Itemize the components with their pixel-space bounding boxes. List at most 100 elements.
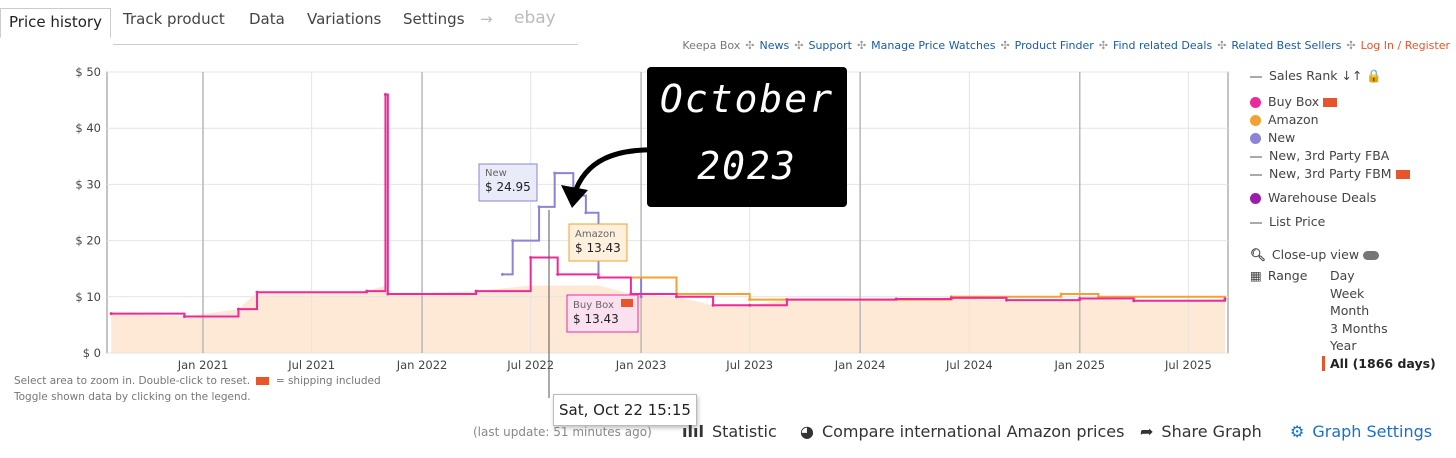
data-point (949, 296, 953, 300)
zoom-hint: Select area to zoom in. Double-click to … (14, 375, 381, 387)
x-tick-label: Jul 2021 (287, 358, 335, 372)
data-point (639, 295, 643, 299)
x-tick-label: Jan 2021 (177, 358, 229, 372)
annotation-buy-box-label: Buy Box (573, 300, 614, 311)
range-3-months[interactable]: 3 Months (1330, 321, 1388, 336)
separator-icon: ✣ (1000, 39, 1010, 52)
x-tick-label: Jul 2023 (725, 358, 773, 372)
shipping-hint-text: = shipping included (275, 375, 381, 387)
annotation-new: New $ 24.95 (478, 163, 538, 202)
data-point (529, 255, 533, 259)
keepa-box-link[interactable]: Keepa Box (682, 39, 741, 52)
data-point (474, 289, 478, 293)
data-point (596, 276, 600, 280)
tab-settings[interactable]: Settings (403, 10, 465, 28)
legend-list-price[interactable]: List Price (1250, 214, 1325, 229)
legend-new[interactable]: New (1250, 130, 1295, 145)
tab-ebay[interactable]: ebay (514, 8, 556, 28)
shipping-truck-icon (1323, 98, 1338, 107)
x-tick-label: Jul 2025 (1164, 358, 1212, 372)
data-point (785, 298, 789, 302)
shipping-truck-icon (256, 377, 270, 385)
data-point (1005, 298, 1009, 302)
range-all[interactable]: All (1866 days) (1322, 356, 1436, 371)
x-tick-label: Jan 2024 (834, 358, 886, 372)
range-label: ▦ Range (1250, 268, 1307, 283)
compare-prices-button[interactable]: ◕ Compare international Amazon prices (800, 422, 1124, 441)
tab-track-product[interactable]: Track product (123, 10, 225, 28)
news-link[interactable]: News (759, 39, 790, 52)
annotation-amazon-label: Amazon (575, 229, 615, 240)
product-finder-link[interactable]: Product Finder (1014, 39, 1094, 52)
separator-icon: ✣ (745, 39, 755, 52)
legend-label: New, 3rd Party FBM (1269, 166, 1392, 181)
bar-chart-icon: ılıl (682, 422, 704, 441)
graph-settings-button[interactable]: ⚙ Graph Settings (1290, 422, 1432, 441)
tab-price-history[interactable]: Price history (0, 8, 111, 38)
price-history-chart[interactable]: $ 0 $ 10 $ 20 $ 30 $ 40 $ 50 Jan 2021 Jul 2021 J… (0, 0, 1456, 400)
closeup-view-toggle[interactable]: 🔍︎ Close-up view (1250, 247, 1380, 263)
range-month[interactable]: Month (1330, 303, 1370, 318)
zoom-hint-text: Select area to zoom in. Double-click to … (14, 375, 251, 387)
annotation-buy-box: Buy Box $ 13.43 (566, 294, 639, 333)
find-related-deals-link[interactable]: Find related Deals (1112, 39, 1213, 52)
globe-icon: ◕ (800, 422, 814, 441)
separator-icon: ✣ (1098, 39, 1108, 52)
tab-variations[interactable]: Variations (307, 10, 382, 28)
data-point (1132, 299, 1136, 303)
tab-divider (113, 44, 578, 45)
data-point (386, 292, 390, 296)
statistic-button[interactable]: ılıl Statistic (682, 422, 777, 441)
data-point (584, 211, 588, 215)
data-point (1223, 297, 1227, 301)
line-swatch (1250, 173, 1262, 176)
data-point (675, 295, 679, 299)
tab-data[interactable]: Data (249, 10, 285, 28)
data-point (748, 303, 752, 307)
manage-price-watches-link[interactable]: Manage Price Watches (871, 39, 996, 52)
related-best-sellers-link[interactable]: Related Best Sellers (1231, 39, 1342, 52)
legend-new-fbm[interactable]: New, 3rd Party FBM (1250, 166, 1410, 181)
x-tick-label: Jan 2022 (396, 358, 448, 372)
dot-swatch (1250, 97, 1261, 108)
series-line-buy-box (111, 93, 1226, 318)
share-graph-button[interactable]: ➦ Share Graph (1140, 422, 1262, 441)
support-link[interactable]: Support (808, 39, 852, 52)
legend-warehouse-deals[interactable]: Warehouse Deals (1250, 190, 1376, 205)
dot-swatch (1250, 115, 1261, 126)
gear-icon: ⚙ (1290, 422, 1305, 441)
dot-swatch (1250, 133, 1261, 144)
y-tick-label: $ 0 (83, 346, 101, 360)
search-icon: 🔍︎ (1250, 247, 1266, 262)
separator-icon: ✣ (794, 39, 804, 52)
legend-buy-box[interactable]: Buy Box (1250, 94, 1338, 109)
separator-icon: ✣ (1346, 39, 1356, 52)
annotation-amazon: Amazon $ 13.43 (568, 223, 628, 262)
range-week[interactable]: Week (1330, 286, 1365, 301)
data-point (182, 314, 186, 318)
calendar-icon: ▦ (1250, 268, 1262, 283)
y-tick-label: $ 50 (75, 65, 101, 79)
shipping-truck-icon (621, 299, 633, 307)
annotation-amazon-value: $ 13.43 (575, 241, 621, 255)
x-tick-label: Jan 2025 (1053, 358, 1105, 372)
range-year[interactable]: Year (1330, 338, 1357, 353)
data-point (553, 171, 557, 175)
range-day[interactable]: Day (1330, 268, 1355, 283)
legend-sales-rank[interactable]: Sales Rank ↓↑ 🔒 (1250, 68, 1382, 84)
login-link[interactable]: Log In / Register (1360, 39, 1450, 52)
legend-label: Amazon (1268, 112, 1319, 127)
legend-label: Buy Box (1268, 94, 1320, 109)
legend-label: List Price (1269, 214, 1326, 229)
x-tick-label: Jan 2023 (615, 358, 667, 372)
data-point (236, 307, 240, 311)
dot-swatch (1250, 193, 1261, 204)
chart-labels: $ 0 $ 10 $ 20 $ 30 $ 40 $ 50 Jan 2021 Jul 2021 J… (75, 65, 1211, 372)
legend-new-fba[interactable]: New, 3rd Party FBA (1250, 148, 1389, 163)
legend-amazon[interactable]: Amazon (1250, 112, 1319, 127)
data-point (1059, 292, 1063, 296)
annotation-new-label: New (485, 168, 507, 179)
arrow-icon: → (480, 10, 493, 28)
last-update: (last update: 51 minutes ago) (473, 425, 652, 439)
y-tick-label: $ 30 (75, 177, 101, 191)
